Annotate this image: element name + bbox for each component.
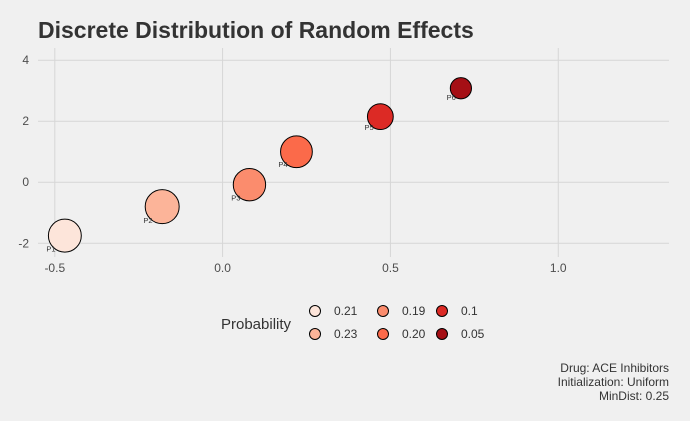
y-tick-label: 4 xyxy=(22,53,29,67)
point-p5 xyxy=(366,103,394,131)
point-label-p5: P5 xyxy=(364,123,373,132)
caption-initialization: Initialization: Uniform xyxy=(558,375,669,389)
point-label-p4: P4 xyxy=(278,160,287,169)
legend-swatch xyxy=(436,328,448,340)
legend-entry-label: 0.23 xyxy=(334,327,358,341)
grid-lines xyxy=(38,48,669,257)
legend-swatch xyxy=(309,328,321,340)
point-p1 xyxy=(47,218,82,253)
y-tick-label: 0 xyxy=(22,175,29,189)
chart-title: Discrete Distribution of Random Effects xyxy=(38,17,474,43)
point-label-p1: P1 xyxy=(46,244,55,253)
caption: Drug: ACE Inhibitors Initialization: Uni… xyxy=(558,361,670,403)
point-label-p2: P2 xyxy=(143,216,152,225)
point-p3 xyxy=(232,168,267,202)
legend: Probability 0.21 0.23 0.19 0.20 0.1 0.05 xyxy=(221,304,485,341)
x-tick-label: -0.5 xyxy=(44,261,65,275)
point-p6 xyxy=(449,77,472,100)
legend-swatch xyxy=(309,305,321,317)
x-tick-label: 0.0 xyxy=(214,261,231,275)
legend-entry-label: 0.05 xyxy=(461,327,485,341)
point-p4 xyxy=(280,135,313,169)
point-label-p3: P3 xyxy=(231,193,240,202)
legend-entry-label: 0.1 xyxy=(461,304,478,318)
caption-drug: Drug: ACE Inhibitors xyxy=(560,361,669,375)
caption-mindist: MinDist: 0.25 xyxy=(599,389,669,403)
y-tick-label: 2 xyxy=(22,114,29,128)
x-axis-ticks: -0.5 0.0 0.5 1.0 xyxy=(44,261,566,275)
point-labels: P1 P2 P3 P4 P5 P6 xyxy=(46,93,455,254)
legend-entry-label: 0.19 xyxy=(402,304,426,318)
y-tick-label: -2 xyxy=(18,236,29,250)
point-label-p6: P6 xyxy=(447,93,456,102)
x-tick-label: 0.5 xyxy=(382,261,399,275)
legend-entry-label: 0.21 xyxy=(334,304,358,318)
data-points xyxy=(47,77,472,253)
legend-swatch xyxy=(436,305,448,317)
legend-entry-label: 0.20 xyxy=(402,327,426,341)
legend-swatch xyxy=(377,328,389,340)
point-p2 xyxy=(144,189,180,225)
x-tick-label: 1.0 xyxy=(550,261,567,275)
legend-title: Probability xyxy=(221,316,292,333)
y-axis-ticks: -2 0 2 4 xyxy=(18,53,29,250)
legend-swatch xyxy=(377,305,389,317)
